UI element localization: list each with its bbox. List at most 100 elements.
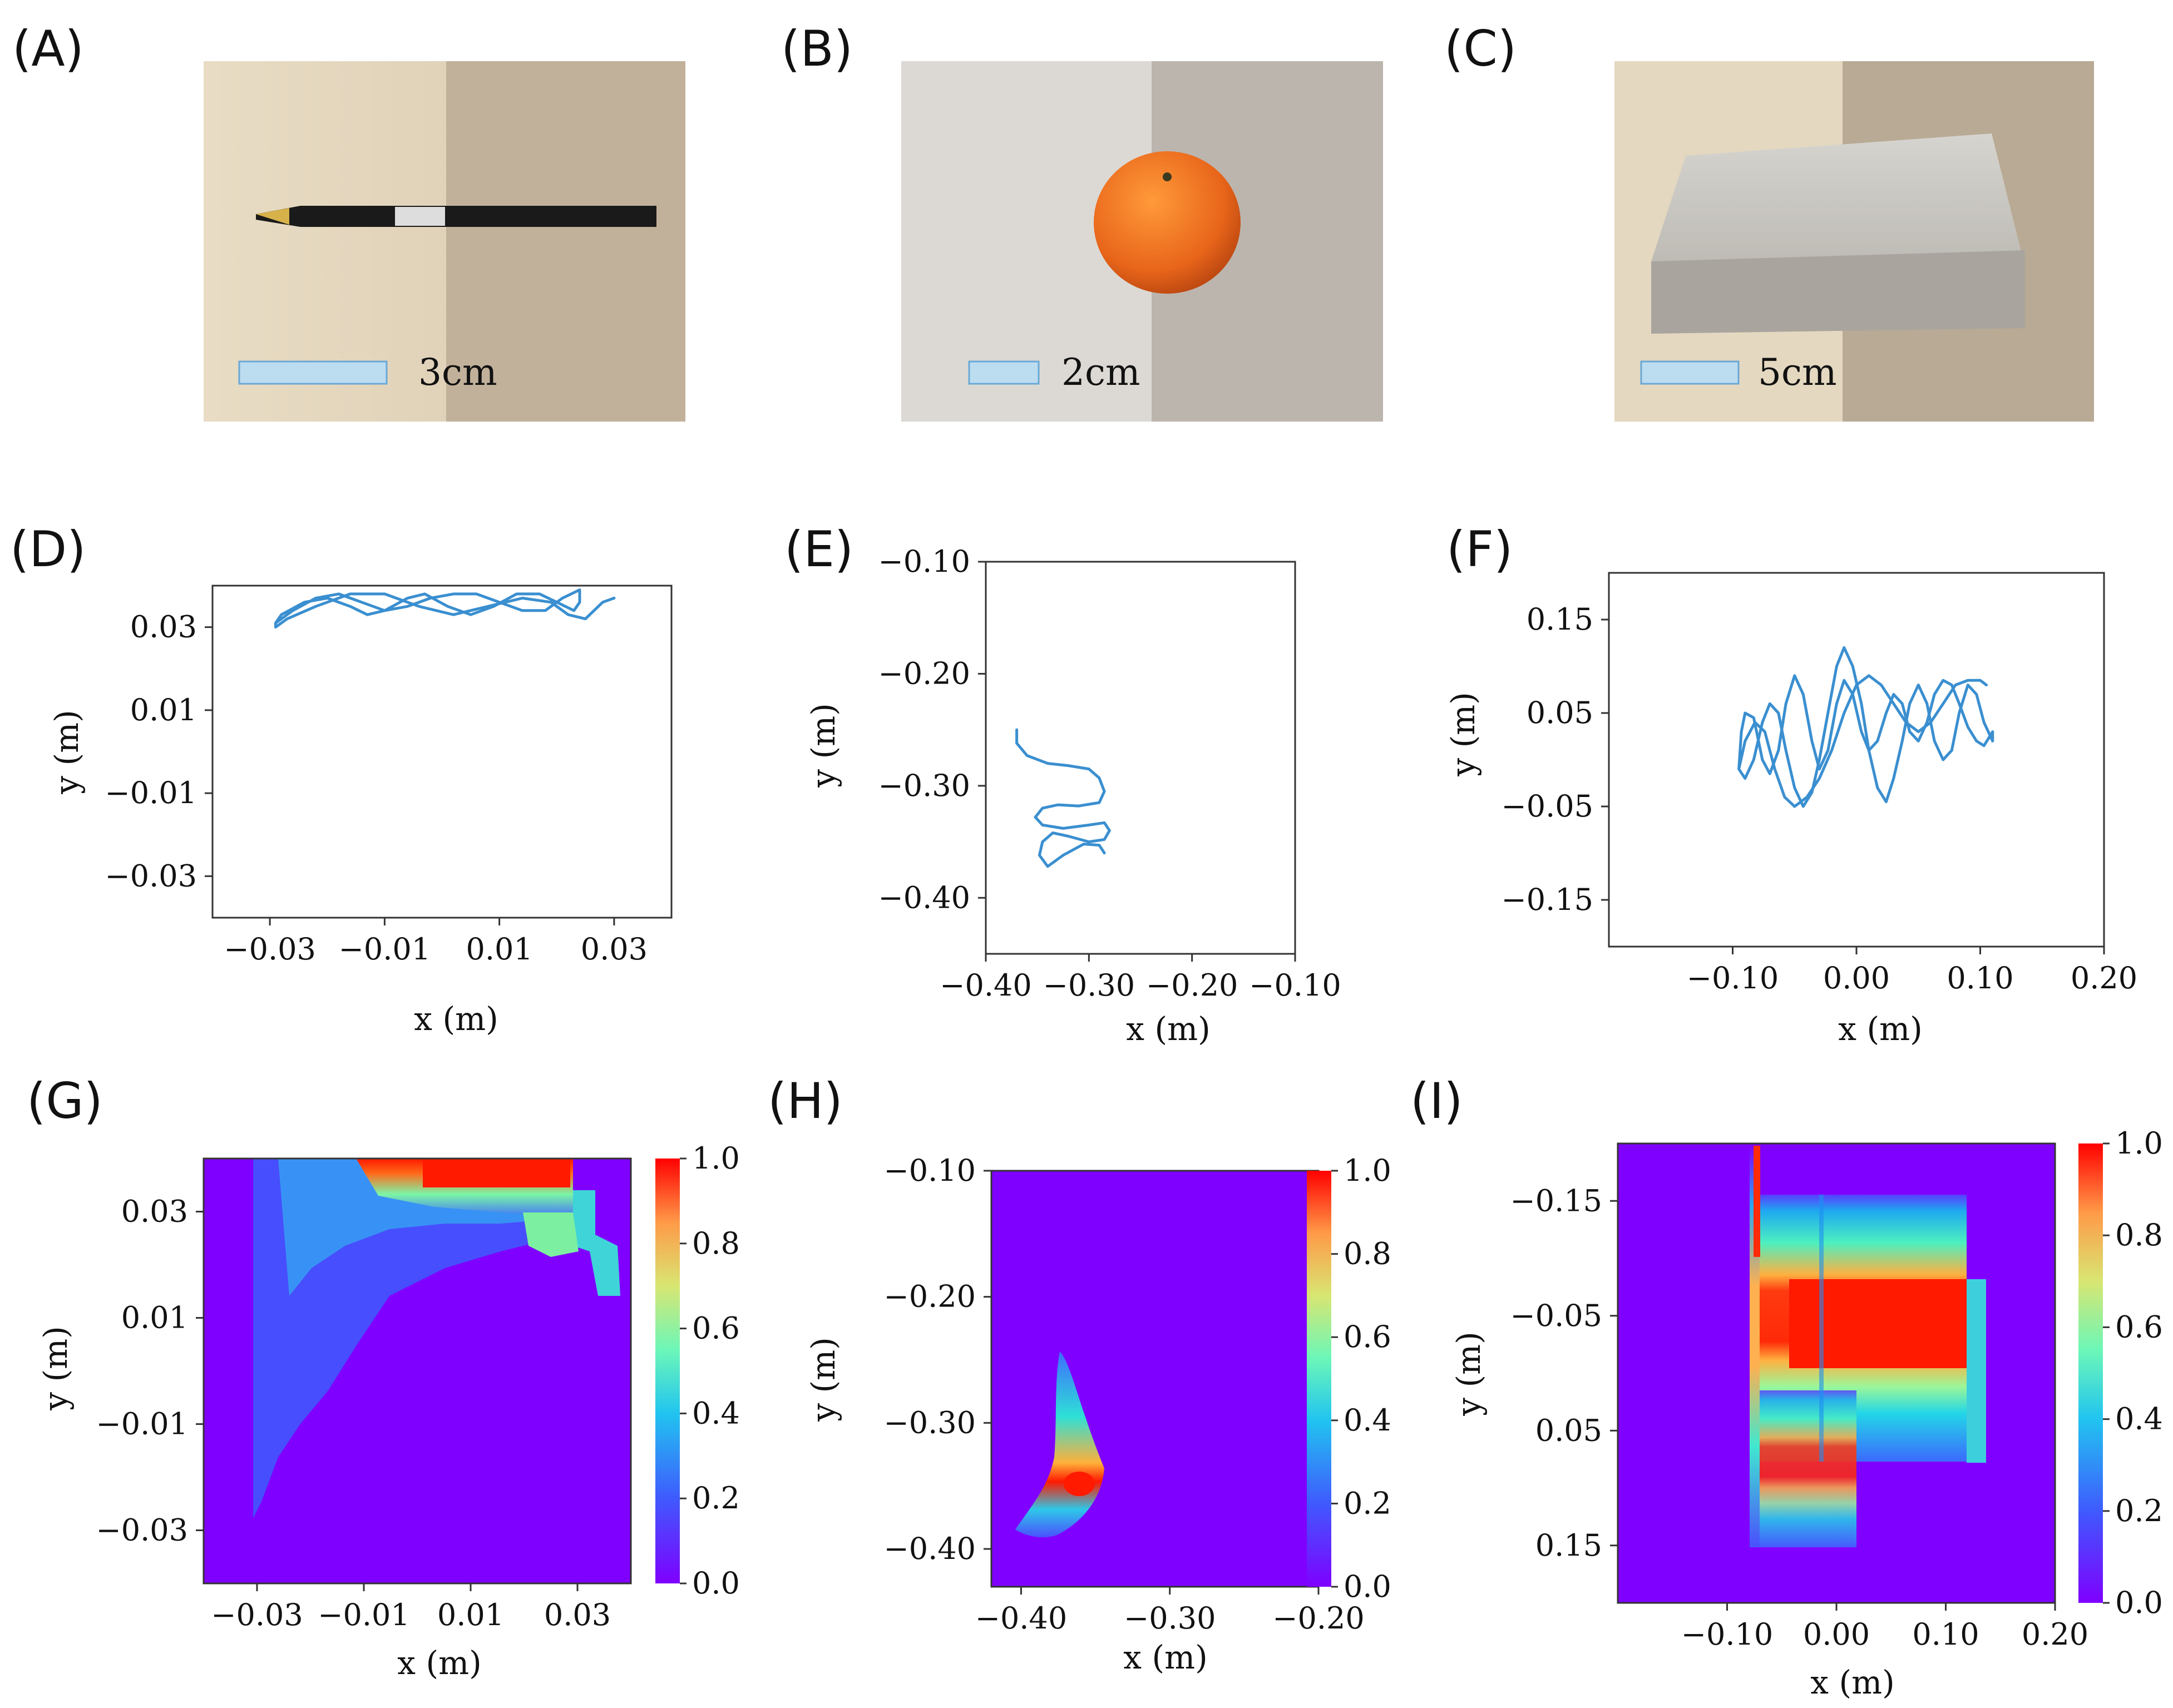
chart-g-xtick-label: −0.01 [318,1597,409,1632]
colorbar-i-tick-label: 1.0 [2115,1126,2163,1161]
chart-g-frame [203,1157,632,1585]
chart-e-xtick-label: −0.30 [1043,968,1135,1003]
chart-e-ytick-label: −0.10 [878,544,970,579]
chart-f: −0.10 0.00 0.10 0.20 0.15 0.05 −0.05 −0.15 x (m… [1444,572,2137,1048]
chart-g-ytick-label: −0.01 [96,1407,188,1442]
chart-f-xtick-label: 0.20 [2071,961,2137,996]
chart-d-xlabel: x (m) [414,1000,498,1038]
chart-i-xtick-label: −0.10 [1681,1617,1773,1652]
chart-i-ytick-label: −0.15 [1510,1183,1602,1218]
chart-g-ylabel: y (m) [37,1326,75,1410]
colorbar-h-tick-label: 1.0 [1344,1153,1391,1188]
metal-block-photo: 5cm [1614,61,2094,422]
orange-photo: 2cm [901,61,1383,422]
pen-icon [256,206,656,227]
chart-f-xlabel: x (m) [1838,1010,1922,1048]
chart-g: −0.03 −0.01 0.01 0.03 0.03 0.01 −0.01 −0.03 0.0… [37,1141,740,1682]
chart-h-ytick-label: −0.40 [884,1531,976,1566]
panel-g-label: (G) [27,1072,103,1130]
colorbar-h-tick-label: 0.6 [1344,1319,1391,1354]
panel-a: (A) 3cm [12,20,685,422]
chart-e-xtick-label: −0.10 [1249,968,1341,1003]
chart-h: −0.40 −0.30 −0.20 −0.10 −0.20 −0.30 −0.40 0.0 0… [804,1153,1391,1676]
panel-d: (D) −0.03 −0.01 0.01 0.030.030.01−0.01−0.03… [10,521,673,1038]
chart-e-ytick-label: −0.20 [878,656,970,691]
chart-d-ytick-label: 0.03 [130,610,197,645]
chart-f-xtick-label: 0.10 [1947,961,2013,996]
chart-i-xtick-label: 0.20 [2022,1617,2088,1652]
colorbar-g-tick-label: 0.0 [692,1566,740,1601]
scale-label-c: 5cm [1758,351,1837,394]
colorbar-i [2078,1143,2103,1603]
chart-d-xtick-label: −0.01 [339,932,431,967]
chart-d-xtick-label: −0.03 [224,932,315,967]
chart-d-ylabel: y (m) [48,710,86,794]
colorbar-g [655,1159,680,1583]
colorbar-g-tick-label: 0.8 [692,1226,740,1261]
colorbar-i-tick-label: 0.2 [2115,1493,2163,1528]
heatmap-i-tail [1750,1390,1856,1547]
panel-f-label: (F) [1446,521,1513,578]
colorbar-h-tick-label: 0.2 [1344,1486,1391,1521]
scale-bar-c [1640,360,1740,385]
panel-i-label: (I) [1410,1072,1463,1130]
chart-i-ytick-label: 0.05 [1535,1413,1602,1448]
panel-a-label: (A) [12,20,84,77]
chart-e: −0.40 −0.30 −0.20 −0.10 −0.10 −0.20 −0.30 −0.40… [804,544,1341,1048]
panel-b: (B) 2cm [781,20,1383,422]
chart-h-xlabel: x (m) [1123,1638,1207,1676]
panel-d-label: (D) [10,521,86,578]
chart-i-xlabel: x (m) [1810,1664,1894,1701]
colorbar-g-tick-label: 0.2 [692,1481,740,1516]
colorbar-h-tick-label: 0.8 [1344,1236,1391,1271]
chart-i-ylabel: y (m) [1450,1331,1488,1416]
chart-h-ytick-label: −0.30 [884,1405,976,1440]
chart-i-ytick-label: 0.15 [1535,1528,1602,1563]
chart-f-trajectory [1737,646,1994,808]
chart-g-ytick-label: 0.01 [121,1300,188,1335]
chart-f-ytick-label: −0.05 [1502,789,1593,824]
chart-h-xtick-label: −0.40 [975,1601,1067,1636]
chart-i-xtick-label: 0.00 [1803,1617,1870,1652]
chart-h-xtick-label: −0.20 [1272,1601,1364,1636]
colorbar-g-tick-label: 1.0 [692,1141,740,1176]
colorbar-h [1307,1171,1331,1587]
colorbar-h-tick-label: 0.0 [1344,1569,1391,1604]
chart-d-ytick-label: 0.01 [130,692,197,727]
chart-g-xtick-label: 0.03 [544,1597,611,1632]
chart-e-ytick-label: −0.40 [878,880,970,915]
chart-d-frame [211,585,673,919]
scale-label-b: 2cm [1061,351,1140,394]
heatmap-g-peak [423,1159,570,1187]
chart-d-trajectory [274,588,616,629]
panel-h-label: (H) [768,1072,843,1130]
chart-e-xtick-label: −0.20 [1146,968,1238,1003]
panel-c: (C) 5cm [1444,20,2094,422]
chart-g-ytick-label: 0.03 [121,1194,188,1229]
scale-label-a: 3cm [418,351,497,394]
colorbar-g-tick-label: 0.4 [692,1395,740,1430]
colorbar-i-tick-label: 0.8 [2115,1217,2163,1252]
heatmap-g-edge [573,1190,620,1296]
panel-c-label: (C) [1444,20,1517,77]
chart-i-xtick-label: 0.10 [1912,1617,1979,1652]
chart-f-ytick-label: 0.15 [1527,602,1593,637]
pen-photo: 3cm [204,61,685,422]
chart-h-xtick-label: −0.30 [1124,1601,1216,1636]
colorbar-h-tick-label: 0.4 [1344,1403,1391,1438]
panel-e-label: (E) [784,521,853,578]
colorbar-i-tick-label: 0.0 [2115,1585,2163,1620]
panel-h: (H) −0.40 −0.30 −0.20 −0.10 −0.20 −0.30 −0.40 … [768,1072,1391,1676]
chart-f-ytick-label: 0.05 [1527,695,1593,730]
chart-d: −0.03 −0.01 0.01 0.03 0.03 0.01 −0.01 −0.03 x (… [48,585,673,1038]
chart-e-ylabel: y (m) [804,703,842,788]
chart-g-xtick-label: −0.03 [211,1597,303,1632]
chart-f-ytick-label: −0.15 [1502,882,1593,917]
colorbar-i-tick-label: 0.6 [2115,1309,2163,1344]
scale-bar-a [238,360,388,385]
chart-d-xtick-label: 0.03 [581,932,648,967]
panel-f: (F) −0.10 0.00 0.10 0.20 0.15 0.05 −0.05 −0.15 … [1444,521,2137,1048]
chart-e-xtick-label: −0.40 [940,968,1031,1003]
scale-bar-b [968,360,1040,385]
